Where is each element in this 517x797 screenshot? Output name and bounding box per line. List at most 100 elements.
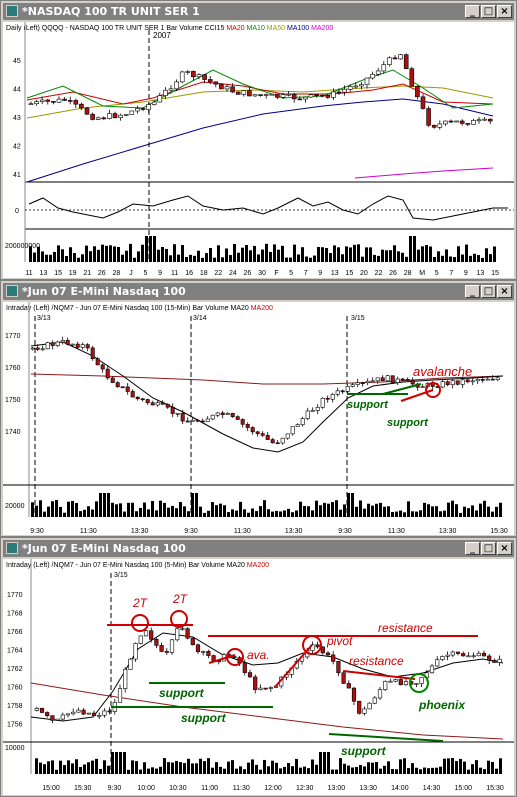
candle [471, 120, 476, 125]
candle [325, 95, 331, 98]
minimize-button[interactable]: _ [465, 542, 480, 555]
volume-bar [195, 763, 198, 774]
annotation-resistance: resistance [349, 654, 404, 668]
volume-bar [347, 765, 350, 774]
candle [190, 637, 195, 646]
volume-bar [463, 761, 466, 774]
volume-bar [267, 766, 270, 774]
volume-bar [125, 250, 128, 262]
volume-bar [363, 508, 366, 517]
volume-bars [31, 493, 502, 517]
candle [360, 382, 365, 385]
candle [492, 659, 497, 663]
volume-bar [331, 502, 334, 517]
volume-bar [443, 510, 446, 517]
candle [345, 386, 350, 392]
candle [213, 81, 219, 85]
candle [455, 380, 460, 385]
annotation-support: support [387, 417, 429, 429]
volume-bar [61, 249, 64, 262]
candle [440, 381, 445, 388]
x-tick-label: 5 [144, 270, 148, 277]
candle [230, 86, 235, 93]
volume-bar [189, 254, 192, 262]
candle [65, 340, 70, 345]
volume-bar [283, 510, 286, 517]
cci-zero-label: 0 [15, 208, 19, 215]
volume-bar [135, 511, 138, 517]
candle [174, 81, 179, 90]
chart-header-text: Intraday (Left) /NQM7 - Jun 07 E-Mini Na… [6, 305, 273, 312]
candle [475, 379, 480, 382]
candle [155, 402, 160, 406]
volume-bar [207, 758, 210, 774]
window-titlebar[interactable]: *Jun 07 E-Mini Nasdaq 100 _ □ × [3, 283, 514, 300]
x-tick-label: 26 [389, 270, 397, 277]
volume-bar [319, 505, 322, 517]
candle [370, 380, 375, 383]
maximize-button[interactable]: □ [481, 285, 496, 298]
candle [145, 399, 150, 404]
window-titlebar[interactable]: *Jun 07 E-Mini Nasdaq 100 _ □ × [3, 540, 514, 557]
candle [330, 393, 335, 400]
candle [35, 347, 40, 350]
y-tick-label: 1756 [7, 722, 23, 729]
volume-bar [217, 245, 220, 262]
volume-bar [171, 505, 174, 517]
maximize-button[interactable]: □ [481, 5, 496, 18]
close-button[interactable]: × [497, 5, 512, 18]
volume-bar [483, 500, 486, 517]
volume-bar [303, 506, 306, 517]
volume-bar [229, 255, 232, 262]
x-tick-label: 15:30 [490, 528, 508, 535]
volume-bar [287, 508, 290, 517]
volume-bar [261, 249, 264, 262]
volume-bar [387, 761, 390, 774]
candle [112, 113, 118, 118]
minimize-button[interactable]: _ [465, 5, 480, 18]
candle [247, 90, 252, 97]
minimize-button[interactable]: _ [465, 285, 480, 298]
candle [67, 100, 73, 102]
x-tick-label: 13:00 [328, 785, 346, 792]
maximize-button[interactable]: □ [481, 542, 496, 555]
x-tick-label: 15:30 [74, 785, 92, 792]
x-tick-label: M [419, 270, 425, 277]
volume-bar [495, 506, 498, 517]
volume-bar [365, 247, 368, 262]
volume-bar [499, 758, 502, 774]
window-titlebar[interactable]: *NASDAQ 100 TR UNIT SER 1 _ □ × [3, 3, 514, 20]
volume-bar [291, 512, 294, 517]
volume-bar [99, 493, 102, 517]
volume-bar [323, 502, 326, 517]
close-button[interactable]: × [497, 542, 512, 555]
candle [168, 88, 174, 91]
intraday-5min-canvas[interactable]: Intraday (Left) /NQM7 - Jun 07 E-Mini Na… [3, 559, 514, 795]
candle [285, 433, 290, 439]
candle [235, 91, 241, 95]
volume-bar [413, 236, 416, 262]
candle [454, 120, 459, 123]
x-tick-label: 13:30 [359, 785, 377, 792]
candle [102, 710, 107, 716]
x-tick-label: F [274, 270, 278, 277]
candle [107, 113, 112, 119]
volume-bar [471, 505, 474, 517]
candle [465, 123, 471, 125]
chart-header: Intraday (Left) /NQM7 - Jun 07 E-Mini Na… [6, 562, 269, 569]
candle [335, 390, 340, 395]
candle [350, 384, 355, 387]
candle [275, 93, 280, 98]
x-tick-label: 28 [112, 270, 120, 277]
intraday-15min-canvas[interactable]: Intraday (Left) /NQM7 - Jun 07 E-Mini Na… [3, 302, 514, 535]
candle [185, 628, 190, 639]
volume-bar [277, 249, 280, 262]
volume-bar [395, 511, 398, 517]
volume-bar [207, 510, 210, 517]
candle [415, 85, 420, 98]
volume-bar [491, 511, 494, 517]
close-button[interactable]: × [497, 285, 512, 298]
volume-bar [447, 502, 450, 517]
daily-chart-canvas[interactable]: Daily (Left) QQQQ - NASDAQ 100 TR UNIT S… [3, 22, 514, 278]
volume-bar [35, 505, 38, 517]
